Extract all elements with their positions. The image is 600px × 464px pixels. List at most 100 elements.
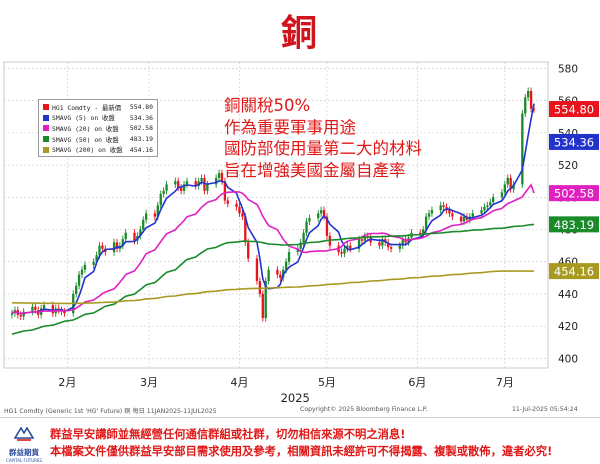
legend-entry-ma20: SMAVG (20) on 收盤 502.58 bbox=[43, 123, 153, 134]
source-timestamp-text: 11-Jul-2025 05:54:24 bbox=[512, 406, 578, 413]
candle-body bbox=[302, 232, 305, 243]
candle-body bbox=[83, 264, 87, 270]
ma-line-ma50 bbox=[11, 223, 535, 335]
candle-body bbox=[343, 248, 346, 254]
candle-body bbox=[34, 306, 37, 311]
candle-body bbox=[255, 258, 259, 282]
candle-body bbox=[177, 181, 180, 188]
candle-body bbox=[284, 261, 288, 270]
legend-value-hg1: 554.80 bbox=[129, 103, 153, 112]
candle-body bbox=[51, 305, 54, 314]
x-tick-label: 7月 bbox=[496, 376, 514, 389]
logo-text: 群益期貨 bbox=[9, 448, 39, 457]
chart-annotation: 銅關稅50% 作為重要軍事用途 國防部使用量第二大的材料 旨在增強美國金屬自產率 bbox=[224, 95, 422, 181]
x-tick-label: 6月 bbox=[408, 376, 426, 389]
page-title: 銅 bbox=[280, 13, 319, 54]
candle-body bbox=[153, 213, 157, 217]
ma-line-ma20 bbox=[11, 183, 535, 315]
candle-body bbox=[448, 210, 451, 214]
source-copyright-text: Copyright© 2025 Bloomberg Finance L.P. bbox=[300, 406, 428, 413]
candle-body bbox=[419, 232, 422, 235]
candle-body bbox=[162, 190, 165, 195]
candle-body bbox=[226, 200, 229, 204]
candle-body bbox=[197, 181, 200, 187]
candle-body bbox=[500, 192, 504, 198]
source-series-text: HG1 Comdty (Generic 1st 'HG' Future) 銅 每… bbox=[4, 408, 217, 415]
candle-body bbox=[95, 255, 98, 262]
candle-body bbox=[381, 239, 384, 246]
candle-body bbox=[74, 285, 78, 294]
x-tick-label: 3月 bbox=[140, 376, 158, 389]
y-tick-label: 440 bbox=[558, 289, 578, 301]
footer-divider bbox=[0, 417, 600, 418]
candle-body bbox=[261, 293, 264, 319]
candle-body bbox=[144, 213, 148, 220]
candle-body bbox=[42, 305, 46, 309]
company-logo: 群益期貨 CAPITAL FUTURES bbox=[6, 424, 42, 463]
candle-body bbox=[133, 232, 136, 241]
candle-body bbox=[486, 205, 489, 207]
last-value-label: 502.58 bbox=[554, 187, 594, 201]
candle-body bbox=[217, 173, 221, 178]
candle-body bbox=[159, 194, 162, 206]
candle-body bbox=[241, 213, 244, 217]
candle-body bbox=[471, 213, 474, 217]
candle-body bbox=[92, 261, 95, 265]
candle-body bbox=[512, 184, 515, 190]
legend-name-ma200: SMAVG (200) on 收盤 bbox=[52, 146, 123, 155]
legend-swatch-ma200 bbox=[43, 146, 49, 153]
legend-value-ma200: 454.16 bbox=[129, 145, 153, 154]
candle-body bbox=[299, 242, 302, 249]
candle-body bbox=[317, 213, 320, 219]
logo-mark-icon bbox=[13, 426, 35, 441]
candle-body bbox=[529, 90, 533, 109]
candle-body bbox=[139, 229, 142, 236]
candle-body bbox=[506, 177, 509, 185]
annotation-line-2: 作為重要軍事用途 bbox=[224, 117, 356, 137]
candle-body bbox=[325, 216, 329, 236]
last-value-tag bbox=[549, 185, 599, 202]
candle-body bbox=[203, 177, 206, 191]
candle-body bbox=[80, 269, 84, 275]
candle-body bbox=[264, 281, 267, 319]
candle-body bbox=[357, 239, 361, 249]
candle-body bbox=[194, 181, 197, 187]
legend-swatch-ma20 bbox=[43, 125, 49, 132]
candle-body bbox=[77, 274, 81, 286]
legend-entry-ma200: SMAVG (200) on 收盤 454.16 bbox=[43, 144, 153, 155]
legend-value-ma20: 502.58 bbox=[129, 124, 153, 133]
candle-body bbox=[287, 252, 291, 262]
candle-body bbox=[258, 281, 262, 294]
candle-body bbox=[235, 203, 238, 207]
y-tick-label: 400 bbox=[558, 353, 578, 365]
candle-body bbox=[98, 245, 101, 256]
legend-entry-ma5: SMAVG (5) on 收盤 534.36 bbox=[43, 113, 153, 124]
y-tick-label: 580 bbox=[558, 63, 578, 75]
candle-body bbox=[492, 197, 495, 203]
candle-body bbox=[360, 239, 364, 241]
candle-body bbox=[10, 313, 14, 315]
candle-body bbox=[308, 218, 311, 222]
candle-body bbox=[521, 113, 524, 185]
candle-body bbox=[422, 229, 425, 235]
chart-legend: HG1 Comdty - 最新價 554.80 SMAVG (5) on 收盤 … bbox=[38, 99, 158, 157]
last-value-tag bbox=[549, 101, 599, 118]
last-value-tag bbox=[549, 216, 599, 233]
candle-body bbox=[267, 269, 270, 282]
candle-body bbox=[483, 206, 486, 211]
candle-body bbox=[503, 184, 507, 193]
candle-body bbox=[389, 247, 393, 249]
last-value-tag bbox=[549, 133, 599, 150]
ma-line-ma200 bbox=[12, 270, 534, 305]
candle-body bbox=[156, 205, 159, 217]
candle-body bbox=[532, 108, 536, 110]
legend-entry-ma50: SMAVG (50) on 收盤 483.19 bbox=[43, 134, 153, 145]
candle-body bbox=[185, 181, 189, 185]
candle-body bbox=[179, 187, 183, 191]
annotation-line-1: 銅關稅50% bbox=[224, 96, 311, 115]
candle-body bbox=[101, 245, 104, 249]
candle-body bbox=[387, 242, 390, 248]
candle-body bbox=[442, 205, 445, 207]
last-value-label: 554.80 bbox=[554, 103, 594, 117]
candle-body bbox=[63, 311, 66, 314]
